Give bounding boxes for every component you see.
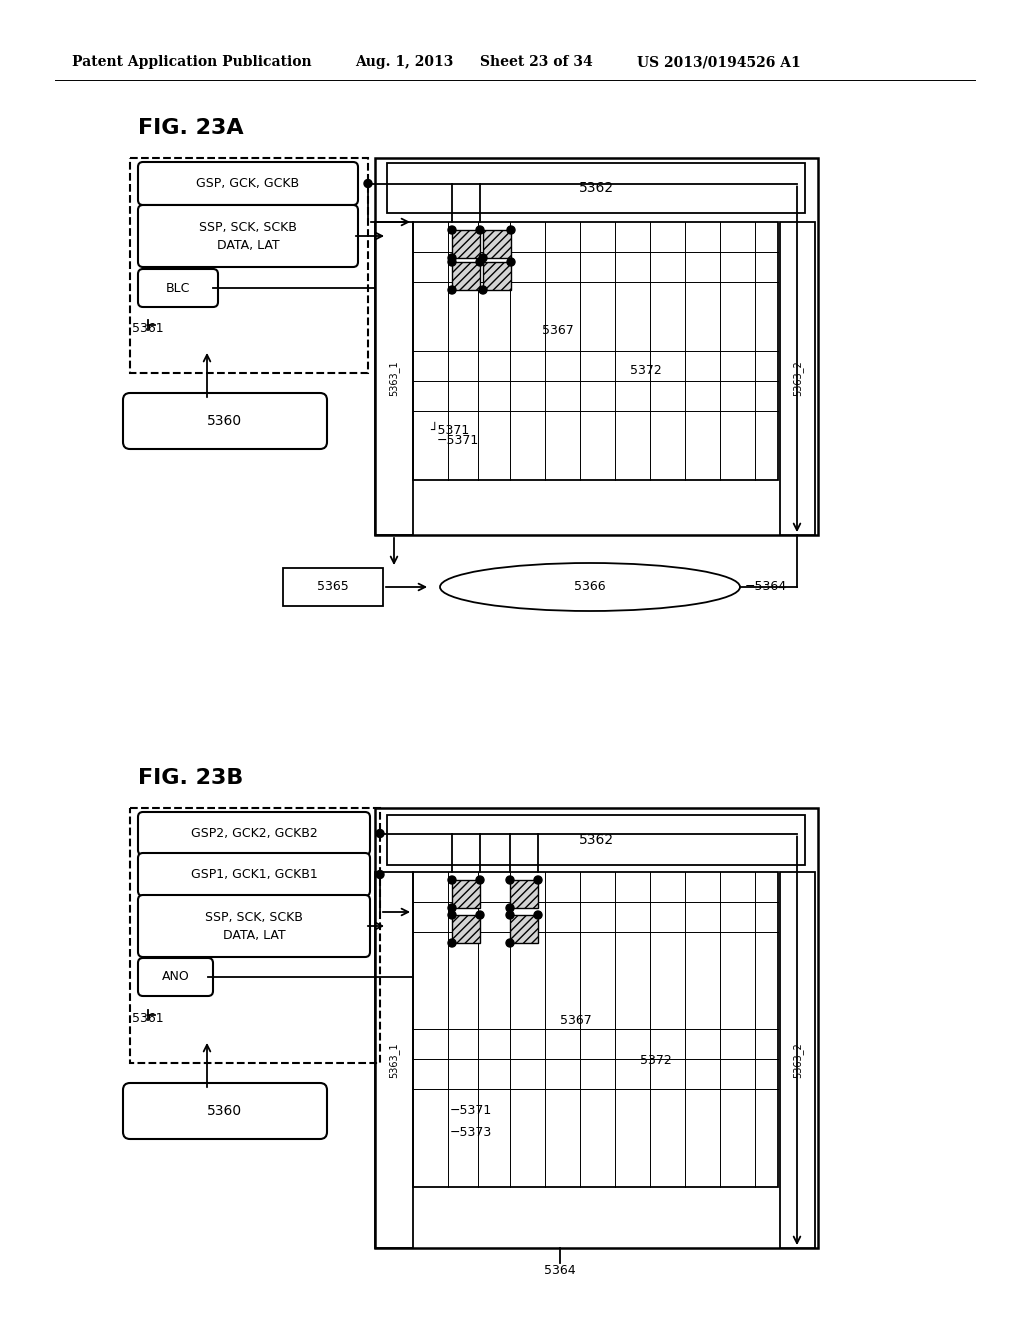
Circle shape [449,257,456,267]
Bar [375,873,413,1247]
Circle shape [479,253,487,261]
FancyBboxPatch shape [138,205,358,267]
Text: DATA, LAT: DATA, LAT [217,239,280,252]
Text: ┘5371: ┘5371 [430,424,469,437]
Bar [452,880,480,908]
Text: GSP2, GCK2, GCKB2: GSP2, GCK2, GCKB2 [190,828,317,840]
Bar [387,814,805,865]
Text: 5367: 5367 [560,1014,592,1027]
Text: 5365: 5365 [317,581,349,594]
Circle shape [476,257,484,267]
Text: 5363_1: 5363_1 [388,360,399,396]
Text: Patent Application Publication: Patent Application Publication [72,55,311,69]
Text: 5367: 5367 [542,323,573,337]
Text: 5361: 5361 [132,1011,164,1024]
Text: FIG. 23A: FIG. 23A [138,117,244,139]
Text: SSP, SCK, SCKB: SSP, SCK, SCKB [205,912,303,924]
Text: −5371: −5371 [450,1104,493,1117]
Bar [780,873,815,1247]
Bar [483,230,511,257]
Circle shape [376,870,384,879]
Bar [452,230,480,257]
Circle shape [364,180,372,187]
Circle shape [449,904,456,912]
FancyBboxPatch shape [138,958,213,997]
Text: 5372: 5372 [630,363,662,376]
Bar [413,873,778,1187]
Text: 5361: 5361 [132,322,164,334]
Text: 5366: 5366 [574,581,606,594]
Bar [130,808,380,1063]
Circle shape [376,829,384,837]
Circle shape [449,226,456,234]
Circle shape [506,911,514,919]
Text: 5372: 5372 [640,1053,672,1067]
Circle shape [449,939,456,946]
Text: BLC: BLC [166,281,190,294]
Bar [452,915,480,942]
Circle shape [476,876,484,884]
Bar [130,158,368,374]
Circle shape [507,257,515,267]
Circle shape [507,226,515,234]
Text: 5360: 5360 [208,1104,243,1118]
Bar [375,222,413,535]
Circle shape [534,876,542,884]
Bar [510,915,538,942]
Text: SSP, SCK, SCKB: SSP, SCK, SCKB [199,222,297,235]
Text: FIG. 23B: FIG. 23B [138,768,244,788]
Circle shape [449,286,456,294]
FancyBboxPatch shape [138,269,218,308]
Circle shape [449,876,456,884]
Text: Aug. 1, 2013: Aug. 1, 2013 [355,55,454,69]
Text: −5371: −5371 [437,433,479,446]
Text: Sheet 23 of 34: Sheet 23 of 34 [480,55,593,69]
Text: US 2013/0194526 A1: US 2013/0194526 A1 [637,55,801,69]
Circle shape [506,876,514,884]
Bar [283,568,383,606]
Text: 5363_1: 5363_1 [388,1043,399,1078]
Circle shape [479,286,487,294]
Circle shape [449,911,456,919]
Bar [375,808,818,1247]
Text: GSP1, GCK1, GCKB1: GSP1, GCK1, GCKB1 [190,869,317,880]
Text: GSP, GCK, GCKB: GSP, GCK, GCKB [197,177,300,190]
FancyBboxPatch shape [123,1082,327,1139]
Text: 5364: 5364 [544,1263,575,1276]
Circle shape [506,939,514,946]
Bar [413,222,778,480]
Text: 5360: 5360 [208,414,243,428]
Bar [387,162,805,213]
Text: 5363_2: 5363_2 [792,360,803,396]
Bar [510,880,538,908]
FancyBboxPatch shape [138,812,370,855]
Circle shape [476,226,484,234]
FancyBboxPatch shape [123,393,327,449]
FancyBboxPatch shape [138,853,370,896]
FancyBboxPatch shape [138,162,358,205]
Bar [452,261,480,290]
Text: DATA, LAT: DATA, LAT [222,928,286,941]
Text: ANO: ANO [162,970,189,983]
Bar [483,261,511,290]
Circle shape [476,911,484,919]
Text: 5363_2: 5363_2 [792,1041,803,1078]
Text: 5362: 5362 [579,181,613,195]
Bar [375,158,818,535]
Bar [780,222,815,535]
FancyBboxPatch shape [138,895,370,957]
Ellipse shape [440,564,740,611]
Circle shape [534,911,542,919]
Circle shape [449,253,456,261]
Text: 5362: 5362 [579,833,613,847]
Text: −5373: −5373 [450,1126,493,1138]
Text: −5364: −5364 [745,581,787,594]
Circle shape [506,904,514,912]
